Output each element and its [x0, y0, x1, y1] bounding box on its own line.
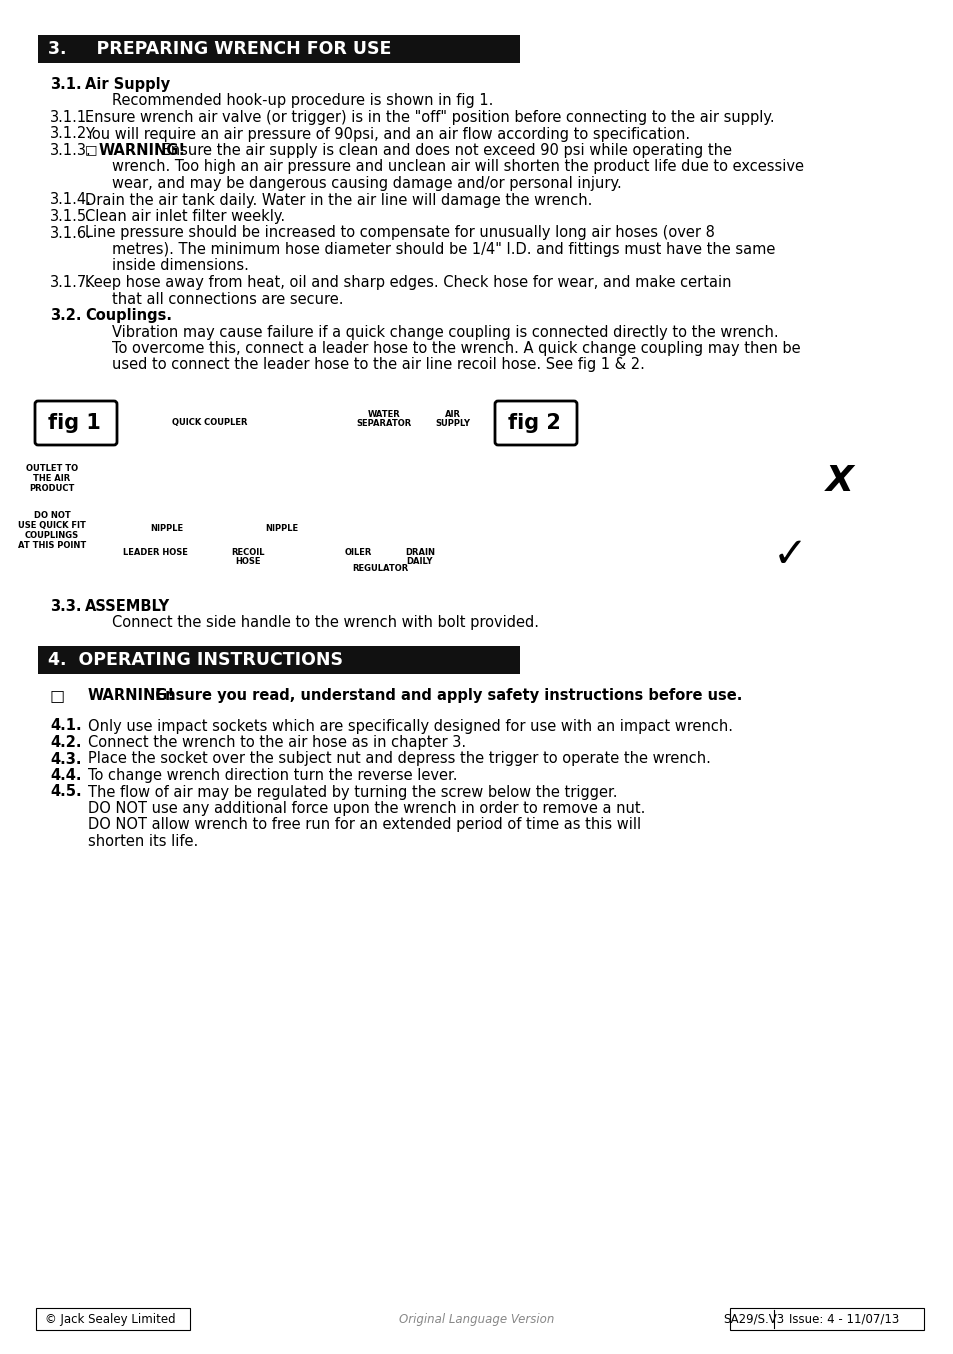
Text: wrench. Too high an air pressure and unclean air will shorten the product life d: wrench. Too high an air pressure and unc… — [112, 160, 803, 175]
Text: LEADER HOSE: LEADER HOSE — [122, 548, 187, 556]
Text: wear, and may be dangerous causing damage and/or personal injury.: wear, and may be dangerous causing damag… — [112, 176, 621, 191]
Text: DAILY: DAILY — [406, 556, 433, 566]
Text: X: X — [825, 464, 853, 498]
Text: QUICK COUPLER: QUICK COUPLER — [172, 418, 248, 427]
Text: WATER: WATER — [367, 410, 400, 418]
Text: 3.2.: 3.2. — [50, 307, 81, 324]
Bar — [38, 646, 519, 674]
Text: 4.  OPERATING INSTRUCTIONS: 4. OPERATING INSTRUCTIONS — [48, 651, 343, 669]
Text: You will require an air pressure of 90psi, and an air flow according to specific: You will require an air pressure of 90ps… — [85, 126, 689, 142]
Text: 4.5.: 4.5. — [50, 784, 82, 799]
FancyBboxPatch shape — [729, 1308, 923, 1330]
Text: Keep hose away from heat, oil and sharp edges. Check hose for wear, and make cer: Keep hose away from heat, oil and sharp … — [85, 275, 731, 290]
Text: □: □ — [85, 144, 97, 156]
Text: 4.2.: 4.2. — [50, 735, 81, 750]
Text: OILER: OILER — [344, 548, 372, 556]
Text: The flow of air may be regulated by turning the screw below the trigger.: The flow of air may be regulated by turn… — [88, 784, 617, 799]
Text: © Jack Sealey Limited: © Jack Sealey Limited — [45, 1312, 175, 1326]
Text: Couplings.: Couplings. — [85, 307, 172, 324]
Text: Ensure wrench air valve (or trigger) is in the "off" position before connecting : Ensure wrench air valve (or trigger) is … — [85, 110, 774, 125]
Text: Connect the wrench to the air hose as in chapter 3.: Connect the wrench to the air hose as in… — [88, 735, 466, 750]
Text: metres). The minimum hose diameter should be 1/4" I.D. and fittings must have th: metres). The minimum hose diameter shoul… — [112, 242, 775, 257]
Text: NIPPLE: NIPPLE — [151, 524, 183, 533]
Text: 3.1.4.: 3.1.4. — [50, 192, 91, 207]
Text: DO NOT use any additional force upon the wrench in order to remove a nut.: DO NOT use any additional force upon the… — [88, 802, 644, 816]
Text: Ensure the air supply is clean and does not exceed 90 psi while operating the: Ensure the air supply is clean and does … — [157, 144, 731, 158]
Text: shorten its life.: shorten its life. — [88, 834, 198, 849]
Text: Vibration may cause failure if a quick change coupling is connected directly to : Vibration may cause failure if a quick c… — [112, 325, 778, 340]
Text: 3.1.3.: 3.1.3. — [50, 144, 91, 158]
Text: used to connect the leader hose to the air line recoil hose. See fig 1 & 2.: used to connect the leader hose to the a… — [112, 357, 644, 372]
Text: OUTLET TO: OUTLET TO — [26, 464, 78, 473]
Text: Original Language Version: Original Language Version — [399, 1312, 554, 1326]
Text: AIR: AIR — [444, 410, 460, 418]
Text: 4.3.: 4.3. — [50, 751, 81, 766]
Text: inside dimensions.: inside dimensions. — [112, 259, 249, 274]
Text: 3.3.: 3.3. — [50, 598, 81, 613]
FancyBboxPatch shape — [495, 401, 577, 445]
Text: HOSE: HOSE — [235, 556, 260, 566]
Text: THE AIR: THE AIR — [33, 474, 71, 483]
Text: REGULATOR: REGULATOR — [352, 565, 408, 573]
Text: COUPLINGS: COUPLINGS — [25, 531, 79, 540]
Text: 4.4.: 4.4. — [50, 768, 81, 783]
Text: NIPPLE: NIPPLE — [265, 524, 298, 533]
Text: AT THIS POINT: AT THIS POINT — [18, 542, 86, 550]
Text: PRODUCT: PRODUCT — [30, 483, 74, 493]
Text: USE QUICK FIT: USE QUICK FIT — [18, 521, 86, 529]
FancyBboxPatch shape — [35, 401, 117, 445]
Text: To overcome this, connect a leader hose to the wrench. A quick change coupling m: To overcome this, connect a leader hose … — [112, 341, 800, 356]
Text: ASSEMBLY: ASSEMBLY — [85, 598, 170, 613]
Text: DO NOT allow wrench to free run for an extended period of time as this will: DO NOT allow wrench to free run for an e… — [88, 818, 640, 833]
Text: Ensure you read, understand and apply safety instructions before use.: Ensure you read, understand and apply sa… — [150, 688, 741, 703]
Text: fig 1: fig 1 — [48, 413, 101, 433]
Text: WARNING!: WARNING! — [99, 144, 186, 158]
Text: DO NOT: DO NOT — [33, 510, 71, 520]
Text: Place the socket over the subject nut and depress the trigger to operate the wre: Place the socket over the subject nut an… — [88, 751, 710, 766]
Bar — [38, 35, 519, 64]
Text: WARNING!: WARNING! — [88, 688, 175, 703]
Text: fig 2: fig 2 — [507, 413, 560, 433]
Text: 3.1.2.: 3.1.2. — [50, 126, 91, 142]
Text: Line pressure should be increased to compensate for unusually long air hoses (ov: Line pressure should be increased to com… — [85, 226, 714, 241]
Text: 3.1.5.: 3.1.5. — [50, 209, 91, 223]
Text: Only use impact sockets which are specifically designed for use with an impact w: Only use impact sockets which are specif… — [88, 719, 732, 734]
Text: Recommended hook-up procedure is shown in fig 1.: Recommended hook-up procedure is shown i… — [112, 93, 493, 108]
Text: Connect the side handle to the wrench with bolt provided.: Connect the side handle to the wrench wi… — [112, 616, 538, 631]
Text: 3.1.: 3.1. — [50, 77, 82, 92]
Text: 3.1.7.: 3.1.7. — [50, 275, 91, 290]
FancyBboxPatch shape — [36, 1308, 190, 1330]
Text: ✓: ✓ — [772, 533, 806, 575]
Text: 4.1.: 4.1. — [50, 719, 82, 734]
Text: □: □ — [50, 688, 65, 703]
Text: SEPARATOR: SEPARATOR — [356, 418, 411, 428]
Text: that all connections are secure.: that all connections are secure. — [112, 291, 343, 306]
Text: Issue: 4 - 11/07/13: Issue: 4 - 11/07/13 — [788, 1312, 898, 1326]
Text: Drain the air tank daily. Water in the air line will damage the wrench.: Drain the air tank daily. Water in the a… — [85, 192, 592, 207]
Text: SUPPLY: SUPPLY — [435, 418, 470, 428]
Text: 3.1.6.: 3.1.6. — [50, 226, 91, 241]
Text: Air Supply: Air Supply — [85, 77, 170, 92]
Text: 3.1.1.: 3.1.1. — [50, 110, 91, 125]
Text: RECOIL: RECOIL — [231, 548, 265, 556]
Text: DRAIN: DRAIN — [405, 548, 435, 556]
Text: Clean air inlet filter weekly.: Clean air inlet filter weekly. — [85, 209, 285, 223]
Text: SA29/S.V3: SA29/S.V3 — [722, 1312, 783, 1326]
Text: 3.     PREPARING WRENCH FOR USE: 3. PREPARING WRENCH FOR USE — [48, 41, 391, 58]
Text: To change wrench direction turn the reverse lever.: To change wrench direction turn the reve… — [88, 768, 457, 783]
